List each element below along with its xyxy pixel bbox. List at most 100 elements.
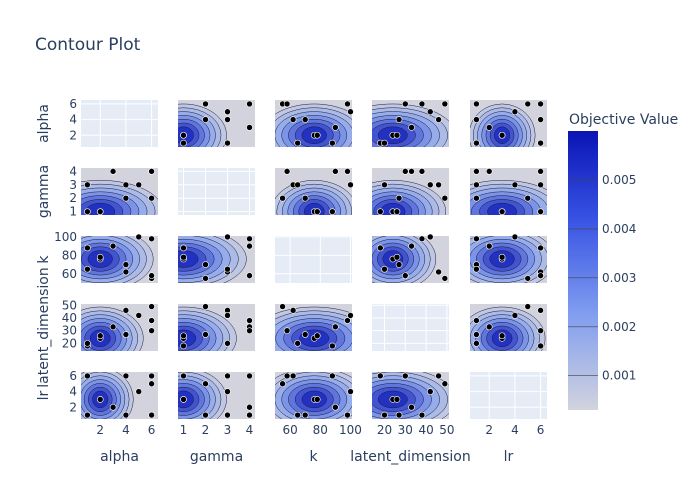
trial-marker [148, 317, 155, 324]
x-tick-label: 6 [537, 423, 545, 437]
trial-marker [224, 411, 231, 419]
subplot-latent_dimension-vs-gamma [178, 303, 255, 351]
trial-marker [498, 131, 506, 139]
trial-marker [294, 411, 301, 419]
empty-diagonal-panel [275, 236, 352, 283]
colorbar: Objective Value 0.001 0.002 0.003 0.004 0.00… [568, 112, 678, 410]
subplot-k-vs-gamma [178, 233, 255, 283]
subplot-lr-vs-latent_dimension: 20 30 40 50 [372, 372, 455, 437]
trial-marker [180, 253, 187, 261]
y-axis-title-gamma: gamma [36, 165, 52, 218]
trial-marker [408, 403, 415, 411]
trial-marker [524, 100, 532, 108]
trial-marker [180, 244, 187, 252]
trial-marker [347, 312, 354, 319]
trial-marker [224, 116, 231, 123]
trial-marker [84, 244, 91, 252]
subplot-latent_dimension-vs-lr [470, 303, 547, 351]
x-tick-label: 6 [148, 423, 156, 437]
trial-marker [109, 403, 117, 411]
empty-diagonal-panel [81, 100, 158, 147]
trial-marker [537, 168, 544, 175]
colorbar-tick-label: 0.005 [602, 173, 636, 187]
trial-marker [246, 327, 253, 334]
trial-marker [485, 124, 493, 131]
trial-marker [109, 323, 117, 331]
trial-marker [180, 372, 187, 380]
trial-marker [135, 181, 143, 189]
trial-marker [180, 332, 187, 340]
trial-marker [246, 100, 253, 108]
trial-marker [395, 411, 403, 419]
trial-marker [408, 124, 415, 131]
y-tick-label: 100 [54, 230, 77, 244]
y-axis-title-lr: lr [36, 390, 52, 400]
trial-marker [84, 372, 91, 380]
trial-marker [408, 242, 415, 250]
trial-marker [294, 139, 301, 147]
x-tick-label: 2 [202, 423, 210, 437]
y-tick-label: 2 [69, 400, 77, 414]
trial-marker [148, 168, 155, 175]
trial-marker [96, 332, 104, 340]
y-tick-label: 40 [62, 311, 77, 325]
trial-marker [246, 317, 253, 324]
trial-marker [246, 403, 253, 411]
trial-marker [313, 396, 321, 403]
trial-marker [537, 139, 544, 147]
y-tick-label: 80 [62, 248, 77, 262]
trial-marker [96, 253, 104, 261]
x-tick-label: 4 [511, 423, 519, 437]
trial-marker [180, 139, 187, 147]
subplot-alpha-vs-gamma [178, 100, 255, 147]
colorbar-tick-label: 0.003 [602, 271, 636, 285]
trial-marker [473, 194, 480, 202]
trial-marker [202, 261, 209, 268]
trial-marker [246, 242, 253, 250]
x-tick-label: 1 [180, 423, 188, 437]
y-tick-label: 50 [62, 298, 77, 312]
subplot-alpha-vs-alpha: 24 6 [69, 97, 158, 147]
subplot-k-vs-latent_dimension [372, 233, 449, 283]
trial-marker [498, 253, 506, 261]
x-tick-label: 20 [377, 423, 392, 437]
trial-marker [283, 100, 291, 108]
trial-marker [148, 272, 155, 279]
trial-marker [122, 181, 130, 189]
trial-marker [283, 372, 291, 380]
trial-marker [96, 396, 104, 403]
trial-marker [122, 194, 130, 202]
trial-marker [180, 131, 187, 139]
trial-marker [202, 380, 209, 388]
trial-marker [377, 244, 384, 252]
y-axis-title-latent_dimension: latent_dimension [36, 267, 52, 387]
trial-marker [441, 380, 449, 388]
trial-marker [313, 208, 321, 215]
trial-marker [418, 168, 426, 175]
trial-marker [329, 372, 336, 380]
y-axis-title-alpha: alpha [36, 104, 52, 143]
trial-marker [84, 181, 91, 189]
trial-marker [344, 411, 351, 419]
x-tick-label: 30 [398, 423, 413, 437]
trial-marker [401, 372, 409, 380]
subplot-gamma-vs-gamma [178, 168, 255, 215]
trial-marker [473, 317, 480, 324]
empty-diagonal-panel [470, 372, 547, 419]
x-axis-labels: alpha gamma k latent_dimension lr [100, 449, 513, 465]
chart-title: Contour Plot [35, 35, 141, 55]
trial-marker [148, 303, 155, 310]
trial-marker [377, 372, 384, 380]
trial-marker [435, 181, 442, 189]
trial-marker [381, 411, 388, 419]
colorbar-gradient [568, 131, 598, 410]
trial-marker [301, 116, 309, 123]
trial-marker [393, 253, 401, 261]
trial-marker [485, 168, 493, 175]
trial-marker [109, 168, 117, 175]
trial-marker [329, 139, 336, 147]
trial-marker [498, 208, 506, 215]
trial-marker [202, 411, 209, 419]
